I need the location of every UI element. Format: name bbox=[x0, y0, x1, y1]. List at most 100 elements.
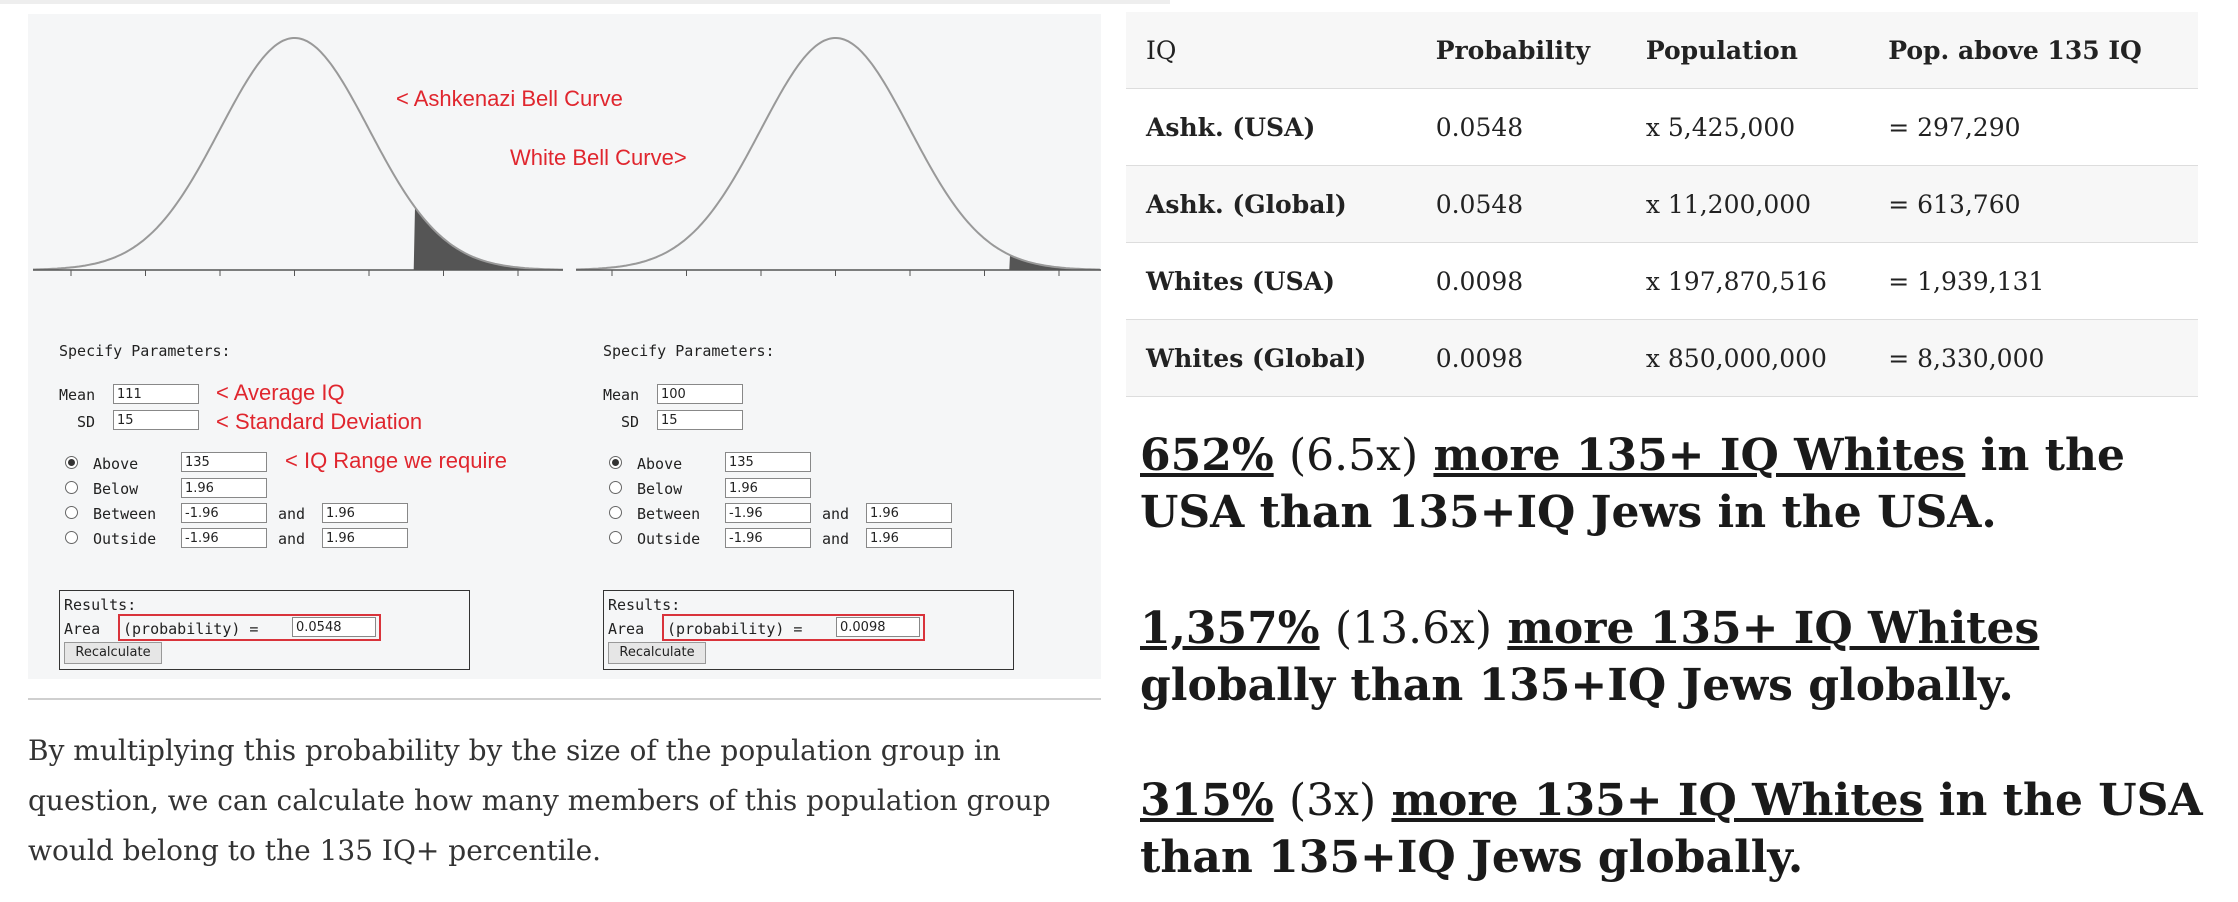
probability-highlight bbox=[118, 614, 381, 641]
row-group: Ashk. (Global) bbox=[1126, 165, 1416, 243]
table-row: Whites (Global) 0.0098 x 850,000,000 = 8… bbox=[1126, 319, 2198, 397]
top-divider bbox=[0, 0, 1170, 4]
between-label: Between bbox=[637, 505, 701, 523]
row-pop-above: = 8,330,000 bbox=[1868, 319, 2198, 397]
white-curve-annotation: White Bell Curve> bbox=[510, 145, 687, 170]
above-radio[interactable] bbox=[609, 456, 622, 469]
row-group: Whites (USA) bbox=[1126, 242, 1416, 320]
row-group: Ashk. (USA) bbox=[1126, 88, 1416, 166]
below-input[interactable]: 1.96 bbox=[725, 478, 811, 498]
ashkenazi-bell-curve bbox=[33, 37, 563, 271]
between-radio[interactable] bbox=[609, 506, 622, 519]
statement-percent: 315% bbox=[1140, 775, 1274, 826]
x-tick-label: 96 bbox=[210, 281, 229, 284]
area-label: Area bbox=[608, 620, 645, 638]
mean-input[interactable]: 100 bbox=[657, 384, 743, 404]
ashkenazi-tail-area bbox=[413, 207, 563, 270]
header-pop-above: Pop. above 135 IQ bbox=[1868, 12, 2198, 89]
mean-input[interactable]: 111 bbox=[113, 384, 199, 404]
row-pop-above: = 613,760 bbox=[1868, 165, 2198, 243]
header-iq: IQ bbox=[1126, 12, 1416, 89]
row-population: x 11,200,000 bbox=[1625, 165, 1869, 243]
row-probability: 0.0548 bbox=[1415, 88, 1626, 166]
above-radio[interactable] bbox=[65, 456, 78, 469]
x-tick-label: 130 bbox=[970, 281, 999, 284]
statement-usa: 652% (6.5x) more 135+ IQ Whites in the U… bbox=[1140, 427, 2230, 541]
between-to-input[interactable]: 1.96 bbox=[322, 503, 408, 523]
statement-rest: in the USA than 135+IQ Jews in the USA. bbox=[1140, 430, 2125, 538]
probability-highlight bbox=[662, 614, 925, 641]
sd-input[interactable]: 15 bbox=[657, 410, 743, 430]
statement-rest: globally than 135+IQ Jews globally. bbox=[1140, 660, 2014, 711]
outside-label: Outside bbox=[637, 530, 701, 548]
statement-percent: 652% bbox=[1140, 430, 1274, 481]
above-input[interactable]: 135 bbox=[181, 452, 267, 472]
x-tick-label: 66 bbox=[61, 281, 80, 284]
recalculate-button[interactable]: Recalculate bbox=[608, 642, 706, 664]
probability-label: (probability) = bbox=[123, 620, 259, 638]
row-pop-above: = 297,290 bbox=[1868, 88, 2198, 166]
probability-label: (probability) = bbox=[667, 620, 803, 638]
between-from-input[interactable]: -1.96 bbox=[181, 503, 267, 523]
white-tail-area bbox=[1009, 255, 1101, 270]
outside-and-label: and bbox=[278, 530, 306, 548]
x-tick-label: 100 bbox=[821, 281, 850, 284]
outside-radio[interactable] bbox=[609, 531, 622, 544]
outside-to-input[interactable]: 1.96 bbox=[322, 528, 408, 548]
row-population: x 5,425,000 bbox=[1625, 88, 1869, 166]
population-table: IQ Probability Population Pop. above 135… bbox=[1126, 12, 2198, 397]
sd-note: < Standard Deviation bbox=[216, 409, 423, 434]
between-radio[interactable] bbox=[65, 506, 78, 519]
below-input[interactable]: 1.96 bbox=[181, 478, 267, 498]
x-tick-label: 126 bbox=[355, 281, 384, 284]
mean-note: < Average IQ bbox=[216, 380, 345, 405]
row-pop-above: = 1,939,131 bbox=[1868, 242, 2198, 320]
x-tick-label: 115 bbox=[896, 281, 925, 284]
below-radio[interactable] bbox=[65, 481, 78, 494]
above-label: Above bbox=[637, 455, 683, 473]
explanation-paragraph: By multiplying this probability by the s… bbox=[28, 734, 1051, 867]
above-label: Above bbox=[93, 455, 139, 473]
statement-rest: in the USA than 135+IQ Jews globally. bbox=[1140, 775, 2203, 883]
below-label: Below bbox=[637, 480, 683, 498]
outside-from-input[interactable]: -1.96 bbox=[725, 528, 811, 548]
statement-multiplier: (13.6x) bbox=[1334, 603, 1493, 654]
range-note: < IQ Range we require bbox=[285, 448, 507, 473]
outside-from-input[interactable]: -1.96 bbox=[181, 528, 267, 548]
below-radio[interactable] bbox=[609, 481, 622, 494]
outside-label: Outside bbox=[93, 530, 157, 548]
between-from-input[interactable]: -1.96 bbox=[725, 503, 811, 523]
statement-emphasis: more 135+ IQ Whites bbox=[1391, 775, 1924, 826]
probability-output: 0.0548 bbox=[292, 617, 376, 637]
outside-radio[interactable] bbox=[65, 531, 78, 544]
statement-usa-vs-global: 315% (3x) more 135+ IQ Whites in the USA… bbox=[1140, 772, 2230, 886]
x-tick-label: 156 bbox=[504, 281, 533, 284]
params-title: Specify Parameters: bbox=[603, 342, 775, 360]
row-probability: 0.0548 bbox=[1415, 165, 1626, 243]
statement-percent: 1,357% bbox=[1140, 603, 1320, 654]
table-row: Whites (USA) 0.0098 x 197,870,516 = 1,93… bbox=[1126, 242, 2198, 320]
between-and-label: and bbox=[822, 505, 850, 523]
sd-input[interactable]: 15 bbox=[113, 410, 199, 430]
x-tick-label: 111 bbox=[280, 281, 309, 284]
statement-multiplier: (6.5x) bbox=[1288, 430, 1419, 481]
outside-to-input[interactable]: 1.96 bbox=[866, 528, 952, 548]
table-row: Ashk. (Global) 0.0548 x 11,200,000 = 613… bbox=[1126, 165, 2198, 243]
sd-label: SD bbox=[621, 413, 640, 431]
statement-emphasis: more 135+ IQ Whites bbox=[1433, 430, 1966, 481]
probability-output: 0.0098 bbox=[836, 617, 920, 637]
above-input[interactable]: 135 bbox=[725, 452, 811, 472]
x-tick-label: 145 bbox=[1045, 281, 1074, 284]
row-population: x 197,870,516 bbox=[1625, 242, 1869, 320]
x-tick-label: 70 bbox=[677, 281, 696, 284]
between-and-label: and bbox=[278, 505, 306, 523]
table-header-row: IQ Probability Population Pop. above 135… bbox=[1126, 12, 2198, 89]
row-probability: 0.0098 bbox=[1415, 242, 1626, 320]
statement-global: 1,357% (13.6x) more 135+ IQ Whites globa… bbox=[1140, 600, 2230, 714]
section-divider bbox=[28, 698, 1101, 700]
header-population: Population bbox=[1625, 12, 1869, 89]
x-tick-label: 85 bbox=[751, 281, 770, 284]
between-to-input[interactable]: 1.96 bbox=[866, 503, 952, 523]
results-label: Results: bbox=[608, 596, 681, 614]
recalculate-button[interactable]: Recalculate bbox=[64, 642, 162, 664]
